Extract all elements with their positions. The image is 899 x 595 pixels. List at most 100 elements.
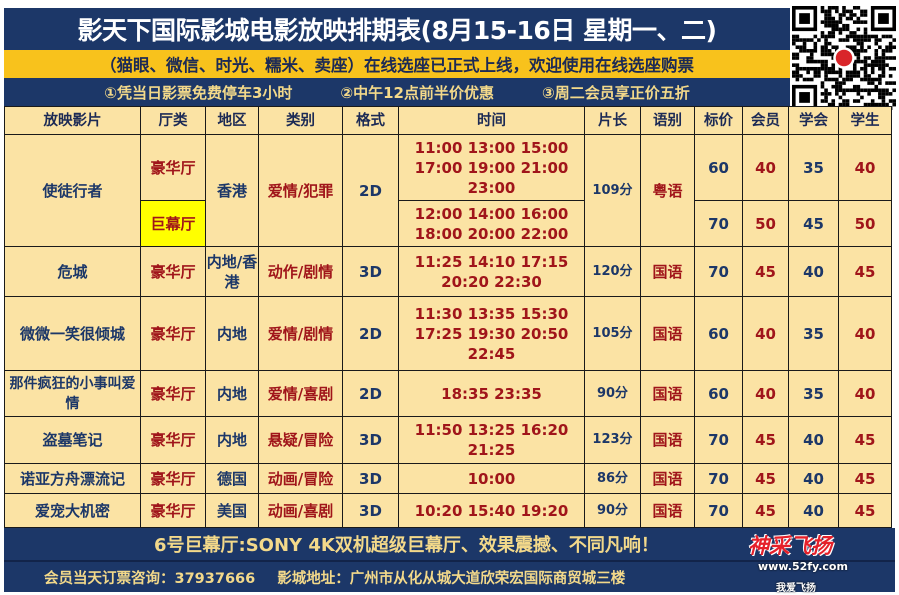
language: 国语 — [640, 463, 695, 494]
cinema-address: 影城地址：广州市从化从城大道欣荣宏国际商贸城三楼 — [277, 570, 626, 587]
price-student-union: 35 — [788, 370, 839, 417]
column-header: 时间 — [398, 106, 585, 135]
column-header: 格式 — [342, 106, 399, 135]
showtime-line: 11:30 13:35 15:30 — [414, 304, 569, 323]
region: 内地/香港 — [205, 246, 259, 297]
region: 德国 — [205, 463, 259, 494]
runtime: 105分 — [584, 296, 641, 371]
qr-code[interactable] — [792, 6, 896, 110]
hall-type: 豪华厅 — [140, 493, 206, 528]
runtime: 90分 — [584, 493, 641, 528]
table-row[interactable]: 使徒行者 豪华厅 香港 爱情/犯罪 2D 11:00 13:00 15:00 17:00 1… — [4, 134, 892, 247]
hall-type: 豪华厅 — [140, 134, 206, 201]
showtime-line: 11:25 14:10 17:15 — [414, 252, 569, 271]
movie-title: 微微一笑很倾城 — [4, 296, 141, 371]
price-member: 45 — [742, 416, 789, 464]
showtime-line: 22:45 — [467, 344, 516, 363]
region: 内地 — [205, 416, 259, 464]
price-standard: 70 — [694, 463, 743, 494]
price-student: 40 — [838, 370, 892, 417]
showtimes: 12:00 14:00 16:00 18:00 20:00 22:00 — [398, 200, 585, 247]
price-student: 50 — [838, 200, 892, 247]
table-row[interactable]: 那件疯狂的小事叫爱情 豪华厅 内地 爱情/喜剧 2D 18:35 23:35 90分 国语 60… — [4, 370, 892, 417]
showtime-line: 17:25 19:30 20:50 — [414, 324, 569, 343]
format: 3D — [342, 246, 399, 297]
region: 内地 — [205, 296, 259, 371]
watermark-logo: 神采飞扬 — [748, 534, 832, 558]
price-standard: 70 — [694, 416, 743, 464]
column-header: 厅类 — [140, 106, 206, 135]
price-student: 45 — [838, 416, 892, 464]
runtime: 90分 — [584, 370, 641, 417]
language: 粤语 — [640, 134, 695, 247]
price-member: 40 — [742, 134, 789, 201]
page-title: 影天下国际影城电影放映排期表(8月15-16日 星期一、二) — [4, 8, 790, 50]
column-header: 学会 — [788, 106, 839, 135]
table-row[interactable]: 微微一笑很倾城 豪华厅 内地 爱情/剧情 2D 11:30 13:35 15:30 17:2… — [4, 296, 892, 371]
price-member: 45 — [742, 246, 789, 297]
movie-title: 使徒行者 — [4, 134, 141, 247]
table-header: 放映影片 厅类 地区 类别 格式 时间 片长 语别 标价 会员 学会 学生 — [4, 106, 892, 135]
price-standard: 60 — [694, 134, 743, 201]
runtime: 86分 — [584, 463, 641, 494]
movie-title: 盗墓笔记 — [4, 416, 141, 464]
price-student: 45 — [838, 246, 892, 297]
movie-title: 那件疯狂的小事叫爱情 — [4, 370, 141, 417]
column-header: 语别 — [640, 106, 695, 135]
price-student-union: 40 — [788, 493, 839, 528]
showtime-line: 11:50 13:25 16:20 — [414, 421, 569, 439]
format: 2D — [342, 134, 399, 247]
price-student: 40 — [838, 134, 892, 201]
runtime: 120分 — [584, 246, 641, 297]
column-header: 会员 — [742, 106, 789, 135]
runtime: 109分 — [584, 134, 641, 247]
showtime-line: 18:00 20:00 22:00 — [414, 224, 569, 243]
price-member: 40 — [742, 296, 789, 371]
hall-type: 豪华厅 — [140, 246, 206, 297]
region: 香港 — [205, 134, 259, 247]
showtime-line: 11:00 13:00 15:00 — [414, 138, 569, 157]
column-header: 片长 — [584, 106, 641, 135]
genre: 爱情/剧情 — [258, 296, 343, 371]
column-header: 放映影片 — [4, 106, 141, 135]
showtime-line: 21:25 — [467, 441, 516, 459]
schedule-table: 放映影片 厅类 地区 类别 格式 时间 片长 语别 标价 会员 学会 学生 使徒行者 豪华厅 香港 爱情/犯… — [4, 106, 892, 528]
showtime-line: 17:00 19:00 21:00 — [414, 158, 569, 177]
imax-banner: 6号巨幕厅:SONY 4K双机超级巨幕厅、效果震撼、不同凡响！ — [4, 528, 895, 560]
promo-member: ③周二会员享正价五折 — [542, 83, 690, 102]
showtimes: 11:00 13:00 15:00 17:00 19:00 21:00 23:00 — [398, 134, 585, 201]
price-standard: 70 — [694, 200, 743, 247]
price-standard: 70 — [694, 493, 743, 528]
genre: 悬疑/冒险 — [258, 416, 343, 464]
table-row[interactable]: 危城 豪华厅 内地/香港 动作/剧情 3D 11:25 14:10 17:15 20:20 … — [4, 246, 892, 297]
movie-title: 诺亚方舟漂流记 — [4, 463, 141, 494]
showtimes: 11:25 14:10 17:15 20:20 22:30 — [398, 246, 585, 297]
column-header: 类别 — [258, 106, 343, 135]
genre: 动画/冒险 — [258, 463, 343, 494]
price-student-union: 40 — [788, 416, 839, 464]
language: 国语 — [640, 246, 695, 297]
runtime: 123分 — [584, 416, 641, 464]
table-row[interactable]: 诺亚方舟漂流记 豪华厅 德国 动画/冒险 3D 10:00 86分 国语 70 45 40 45 — [4, 463, 892, 494]
showtimes: 11:50 13:25 16:20 21:25 — [398, 416, 585, 464]
table-row[interactable]: 巨幕厅 12:00 14:00 16:00 18:00 20:00 22:00 70 5… — [5, 200, 892, 247]
movie-title: 危城 — [4, 246, 141, 297]
online-booking-notice: （猫眼、微信、时光、糯米、卖座）在线选座已正式上线，欢迎使用在线选座购票 — [4, 50, 790, 78]
language: 国语 — [640, 493, 695, 528]
price-member: 50 — [742, 200, 789, 247]
table-row[interactable]: 爱宠大机密 豪华厅 美国 动画/喜剧 3D 10:20 15:40 19:20 90分 国语 7… — [4, 493, 892, 528]
price-student-union: 35 — [788, 134, 839, 201]
showtime-line: 10:00 — [467, 469, 516, 488]
hall-type: 豪华厅 — [140, 296, 206, 371]
showtimes: 18:35 23:35 — [398, 370, 585, 417]
table-row[interactable]: 盗墓笔记 豪华厅 内地 悬疑/冒险 3D 11:50 13:25 16:20 21:25 12… — [4, 416, 892, 464]
price-standard: 70 — [694, 246, 743, 297]
footer: 会员当天订票咨询：37937666 影城地址：广州市从化从城大道欣荣宏国际商贸城… — [4, 560, 895, 592]
booking-hotline: 会员当天订票咨询：37937666 — [44, 570, 256, 587]
showtime-line: 12:00 14:00 16:00 — [414, 204, 569, 223]
price-standard: 60 — [694, 370, 743, 417]
genre: 爱情/犯罪 — [258, 134, 343, 247]
hall-type: 豪华厅 — [140, 370, 206, 417]
language: 国语 — [640, 416, 695, 464]
format: 2D — [342, 370, 399, 417]
